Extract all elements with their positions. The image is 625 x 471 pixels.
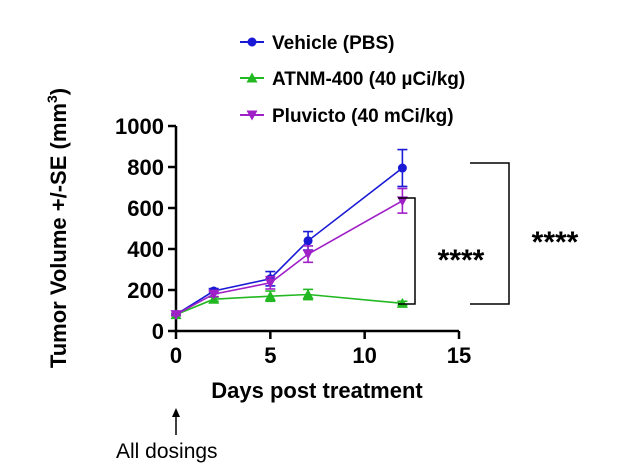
data-point — [302, 249, 314, 260]
significance-label-outer: **** — [532, 226, 579, 259]
y-tick-label: 1000 — [115, 114, 164, 139]
y-axis-label: Tumor Volume +/-SE (mm3) — [44, 88, 71, 368]
legend-swatch-marker — [247, 37, 257, 47]
legend-entry-2: Pluvicto (40 mCi/kg) — [240, 106, 454, 127]
x-tick-label: 15 — [447, 343, 471, 368]
series-1 — [170, 288, 408, 320]
data-point — [208, 289, 220, 300]
legend-label: Vehicle (PBS) — [272, 33, 395, 54]
data-point — [303, 236, 313, 246]
y-tick-label: 200 — [127, 278, 164, 303]
series-0 — [171, 148, 408, 320]
significance-bracket-inner: **** — [398, 197, 485, 305]
y-tick-label: 400 — [127, 237, 164, 262]
dosing-arrow-head — [172, 408, 180, 417]
legend-label: Pluvicto (40 mCi/kg) — [272, 106, 454, 127]
legend-entry-1: ATNM-400 (40 µCi/kg) — [240, 69, 465, 90]
legend: Vehicle (PBS) ATNM-400 (40 µCi/kg) Pluvict… — [240, 33, 465, 127]
data-point — [397, 163, 407, 173]
data-point — [170, 310, 182, 321]
y-tick-label: 800 — [127, 155, 164, 180]
x-tick-label: 0 — [170, 343, 182, 368]
series-2 — [170, 187, 408, 321]
y-tick-label: 0 — [152, 319, 164, 344]
data-point — [396, 196, 408, 207]
legend-swatch-marker — [246, 110, 258, 121]
x-tick-label: 5 — [264, 343, 276, 368]
x-tick-label: 10 — [352, 343, 376, 368]
x-axis-label: Days post treatment — [211, 378, 423, 403]
data-point — [264, 278, 276, 289]
y-tick-label: 600 — [127, 196, 164, 221]
data-point — [302, 289, 314, 300]
dosing-annotation: All dosings — [116, 408, 218, 463]
legend-swatch-marker — [246, 72, 258, 83]
legend-label: ATNM-400 (40 µCi/kg) — [272, 69, 465, 90]
series-group — [170, 148, 408, 321]
significance-label-inner: **** — [438, 244, 485, 277]
significance-bracket-outer: **** — [470, 162, 579, 305]
legend-entry-0: Vehicle (PBS) — [240, 33, 395, 54]
x-ticks: 0 5 10 15 — [170, 331, 471, 368]
y-ticks: 0 200 400 600 800 1000 — [115, 114, 176, 344]
data-point — [264, 290, 276, 301]
dosing-annotation-label: All dosings — [116, 440, 218, 463]
data-point — [396, 297, 408, 308]
axes — [174, 126, 459, 333]
